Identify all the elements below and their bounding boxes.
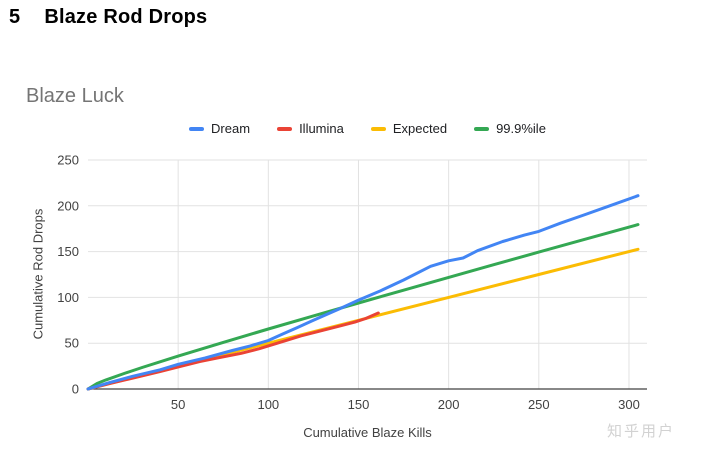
x-tick-label: 50 [171, 397, 185, 412]
x-tick-label: 300 [618, 397, 640, 412]
y-tick-label: 150 [57, 244, 79, 259]
y-tick-label: 100 [57, 290, 79, 305]
legend-swatch [277, 126, 293, 131]
section-heading: 5 Blaze Rod Drops [9, 6, 207, 29]
section-number: 5 [9, 6, 21, 28]
x-axis-title: Cumulative Blaze Kills [303, 425, 432, 440]
watermark: 知乎用户 [607, 423, 676, 440]
legend-swatch [370, 126, 386, 131]
legend-label: Illumina [299, 121, 344, 136]
line-chart-plot: 50 100 150 200 250 300 0 50 100 150 200 250 [57, 153, 647, 412]
legend-item-illumina: Illumina [277, 121, 344, 136]
y-tick-label: 50 [65, 336, 79, 351]
legend-item-dream: Dream [189, 121, 250, 136]
legend-item-expected: Expected [370, 121, 448, 136]
legend-item-99-9-ile: 99.9%ile [474, 121, 546, 136]
legend-swatch [474, 126, 490, 131]
x-tick-label: 250 [528, 397, 550, 412]
y-tick-label: 0 [72, 382, 79, 397]
x-tick-label: 200 [438, 397, 460, 412]
y-axis-title: Cumulative Rod Drops [30, 208, 46, 340]
series-line-illumina [86, 311, 380, 391]
y-tick-label: 250 [57, 153, 79, 168]
legend-label: Dream [211, 121, 251, 136]
series-line-dream [86, 194, 640, 391]
section-title: Blaze Rod Drops [44, 6, 208, 28]
legend-swatch [189, 126, 205, 131]
chart-legend: Dream Illumina Expected 99.9%ile [88, 121, 647, 136]
chart-title: Blaze Luck [26, 85, 124, 107]
y-tick-label: 200 [57, 198, 79, 213]
legend-label: 99.9%ile [496, 121, 546, 136]
series-line-99-9-ile [86, 223, 640, 391]
x-tick-label: 150 [348, 397, 370, 412]
x-tick-label: 100 [257, 397, 279, 412]
legend-label: Expected [392, 121, 448, 136]
